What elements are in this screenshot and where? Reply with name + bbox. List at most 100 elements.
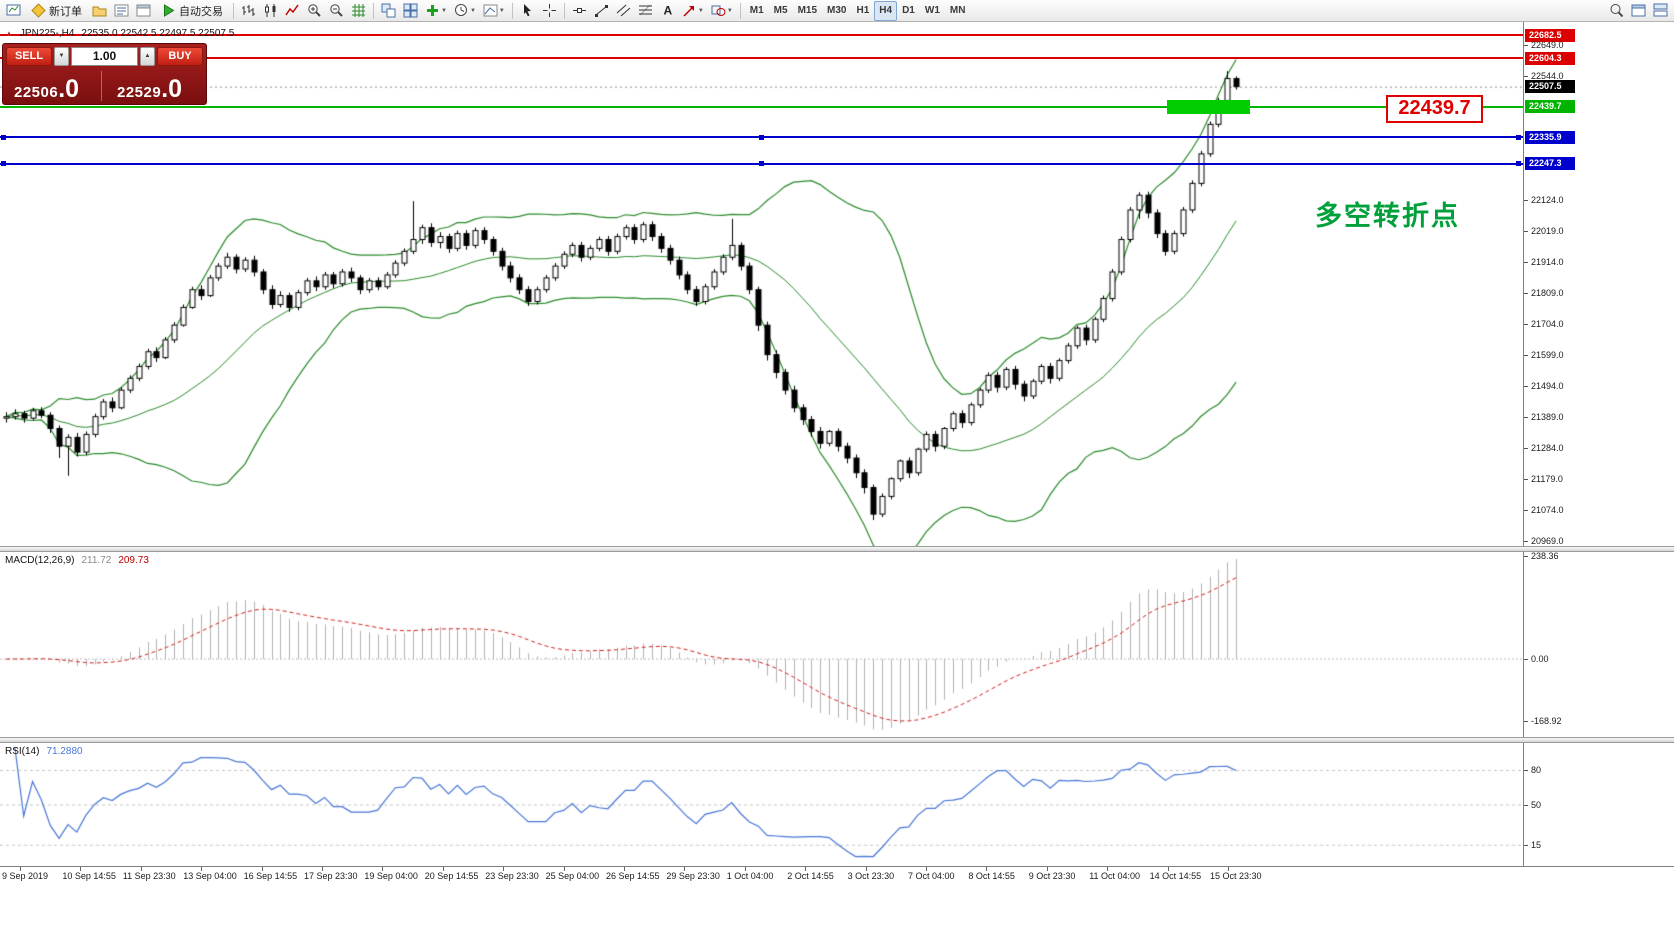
time-axis[interactable]: 9 Sep 2019 10 Sep 14:55 11 Sep 23:30 13 Sep…: [0, 866, 1674, 886]
line-handle[interactable]: [1516, 134, 1521, 140]
macd-chart[interactable]: [0, 552, 1523, 737]
sell-price-frac: .0: [58, 75, 80, 103]
text-tool-icon[interactable]: A: [657, 1, 678, 21]
time-tick: [926, 867, 927, 871]
chart-title-row: ▲ JPN225-,H4 22535.0 22542.5 22497.5 225…: [5, 28, 234, 39]
channel-tool-icon[interactable]: [613, 1, 634, 21]
crosshair-icon[interactable]: [539, 1, 560, 21]
rsi-chart[interactable]: [0, 743, 1523, 866]
shapes-tool-icon[interactable]: ▼: [708, 1, 736, 21]
new-window-icon[interactable]: [1628, 1, 1649, 21]
time-tick: [865, 867, 867, 871]
zoom-out-icon[interactable]: [326, 1, 347, 21]
autotrade-button[interactable]: 自动交易: [155, 1, 229, 21]
zoom-in-icon[interactable]: [304, 1, 325, 21]
highlight-rectangle[interactable]: [1167, 100, 1250, 114]
time-tick: [20, 867, 21, 871]
rsi-panel: RSI(14) 71.2880: [0, 743, 1523, 866]
candlestick-icon[interactable]: [260, 1, 281, 21]
time-tick: [322, 867, 323, 871]
price-tick-label: 21704.0: [1531, 318, 1564, 329]
time-label: 14 Oct 14:55: [1149, 871, 1202, 881]
search-icon[interactable]: [1606, 1, 1627, 21]
line-handle[interactable]: [1, 134, 6, 140]
arrow-tool-icon[interactable]: ▼: [679, 1, 707, 21]
time-tick: [986, 867, 988, 871]
add-indicator-icon[interactable]: ▼: [422, 1, 450, 21]
volume-down-button[interactable]: ▼: [54, 47, 69, 66]
horizontal-line-22682.5[interactable]: [0, 34, 1523, 36]
timeframe-m1-button[interactable]: M1: [749, 5, 764, 16]
time-label: 17 Sep 23:30: [304, 871, 358, 881]
template-icon[interactable]: ▼: [480, 1, 508, 21]
toolbar-separator: [233, 2, 234, 19]
one-click-toggle-icon[interactable]: ▲: [5, 28, 13, 38]
panel-separator[interactable]: [0, 737, 1674, 743]
hline-tool-icon[interactable]: [569, 1, 590, 21]
new-order-button[interactable]: 新订单: [25, 1, 88, 21]
buy-price-frac: .0: [161, 75, 183, 103]
timeframe-group: M1 M5 M15 M30 H1 H4 D1 W1 MN: [745, 0, 971, 21]
panel-separator[interactable]: [0, 546, 1674, 552]
cursor-icon[interactable]: [517, 1, 538, 21]
auto-arrange-icon[interactable]: [400, 1, 421, 21]
macd-main-value: 211.72: [81, 555, 112, 566]
rsi-level-label: 15: [1531, 839, 1542, 850]
period-dropdown-icon[interactable]: ▼: [451, 1, 479, 21]
profiles-icon[interactable]: [89, 1, 110, 21]
trendline-tool-icon[interactable]: [591, 1, 612, 21]
line-chart-icon[interactable]: [282, 1, 303, 21]
timeframe-w1-button[interactable]: W1: [924, 5, 940, 16]
fibonacci-tool-icon[interactable]: [635, 1, 656, 21]
line-handle[interactable]: [759, 161, 764, 166]
line-handle[interactable]: [759, 134, 764, 140]
time-label: 16 Sep 14:55: [243, 871, 298, 881]
buy-price-button[interactable]: 22529 .0: [105, 75, 201, 103]
sell-button[interactable]: SELL: [6, 47, 52, 66]
market-watch-icon[interactable]: [111, 1, 132, 21]
annotation-text[interactable]: 多空转折点: [1315, 201, 1460, 231]
time-tick: [1167, 867, 1169, 871]
timeframe-m30-button[interactable]: M30: [827, 5, 847, 16]
price-tick: [1524, 261, 1528, 263]
time-label: 19 Sep 04:00: [364, 871, 418, 881]
candlestick-chart[interactable]: [0, 22, 1523, 546]
bar-chart-icon[interactable]: [238, 1, 259, 21]
timeframe-mn-button[interactable]: MN: [949, 5, 966, 16]
macd-label-row: MACD(12,26,9) 211.72 209.73: [5, 555, 149, 566]
tile-windows-icon[interactable]: [378, 1, 399, 21]
time-label: 8 Oct 14:55: [968, 871, 1015, 881]
sell-price-button[interactable]: 22506 .0: [8, 75, 98, 103]
price-tick-label: 21284.0: [1531, 442, 1564, 453]
line-handle[interactable]: [1, 161, 6, 166]
timeframe-m15-button[interactable]: M15: [797, 5, 818, 16]
price-tick: [1524, 44, 1528, 46]
buy-button[interactable]: BUY: [157, 47, 203, 66]
price-tick-label: 21389.0: [1531, 411, 1564, 422]
new-chart-icon[interactable]: [3, 1, 24, 21]
data-window-icon[interactable]: [133, 1, 154, 21]
horizontal-line-22439.7[interactable]: [0, 105, 1523, 108]
svg-text:A: A: [663, 4, 672, 18]
rsi-level-tick: [1524, 844, 1528, 846]
time-tick: [805, 867, 807, 871]
volume-input[interactable]: 1.00: [71, 47, 138, 66]
volume-up-button[interactable]: ▲: [140, 47, 155, 66]
horizontal-line-22604.3[interactable]: [0, 57, 1523, 60]
grid-icon[interactable]: [348, 1, 369, 21]
price-tick-label: 20969.0: [1531, 536, 1564, 546]
timeframe-m5-button[interactable]: M5: [773, 5, 788, 16]
time-label: 9 Sep 2019: [2, 871, 49, 881]
timeframe-h4-button[interactable]: H4: [874, 0, 898, 21]
time-label: 9 Oct 23:30: [1028, 871, 1076, 881]
price-level-label[interactable]: 22439.7: [1386, 95, 1483, 123]
time-tick: [684, 867, 686, 871]
window-list-icon[interactable]: [1650, 1, 1671, 21]
price-tick-label: 21914.0: [1531, 256, 1564, 267]
price-badge-22335.9: 22335.9: [1525, 130, 1575, 144]
timeframe-d1-button[interactable]: D1: [902, 5, 915, 16]
timeframe-h1-button[interactable]: H1: [856, 5, 870, 16]
price-axis[interactable]: 22682.5 22604.3 22439.7 22335.9 22247.3 22507…: [1523, 22, 1674, 886]
line-handle[interactable]: [1516, 161, 1521, 166]
time-tick: [201, 867, 203, 871]
